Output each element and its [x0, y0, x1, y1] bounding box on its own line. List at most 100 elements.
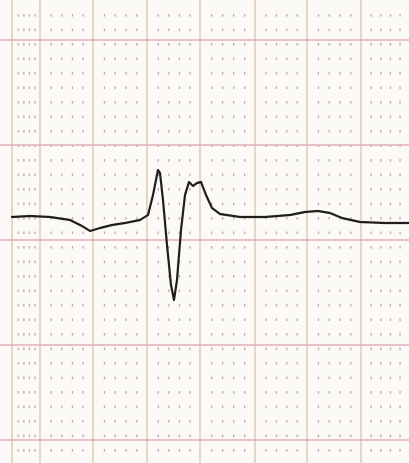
grid-dot [222, 217, 224, 220]
grid-dot [23, 173, 25, 177]
grid-dot [350, 289, 352, 293]
grid-dot [178, 72, 181, 75]
grid-dot [370, 43, 372, 46]
grid-dot [189, 449, 191, 452]
grid-dot [399, 405, 401, 409]
grid-dot [317, 275, 320, 278]
grid-dot [136, 275, 138, 278]
grid-dot [233, 275, 235, 278]
grid-dot [211, 420, 213, 423]
grid-dot [103, 376, 106, 380]
grid-dot [244, 420, 246, 423]
grid-dot [370, 72, 372, 75]
grid-dot [189, 57, 191, 61]
grid-dot [34, 188, 36, 191]
grid-dot [296, 391, 298, 394]
grid-dot [103, 144, 106, 148]
grid-dot [71, 405, 74, 409]
grid-dot [244, 333, 246, 336]
grid-dot [339, 275, 341, 278]
grid-dot [103, 173, 106, 177]
grid-dot [328, 173, 330, 177]
grid-dot [178, 159, 181, 162]
grid-dot [82, 333, 84, 336]
grid-dot [286, 217, 288, 220]
grid-dot [17, 130, 19, 133]
grid-dot [328, 449, 330, 452]
grid-dot [244, 347, 246, 351]
grid-dot [125, 362, 127, 365]
grid-dot [286, 260, 288, 264]
grid-dot [61, 57, 63, 61]
grid-dot [380, 202, 382, 206]
grid-dot [370, 57, 372, 61]
grid-dot [28, 72, 31, 75]
grid-dot [339, 304, 341, 307]
grid-dot [222, 304, 224, 307]
grid-dot [50, 260, 52, 264]
grid-dot [350, 173, 352, 177]
grid-dot [265, 173, 267, 177]
grid-dot [178, 289, 181, 293]
grid-dot [296, 43, 298, 46]
grid-dot [233, 144, 235, 148]
grid-dot [71, 318, 74, 322]
grid-dot [17, 173, 19, 177]
grid-dot [286, 28, 288, 32]
grid-dot [233, 188, 235, 191]
grid-dot [136, 449, 138, 452]
grid-dot [103, 86, 106, 90]
grid-dot [389, 275, 392, 278]
grid-dot [389, 188, 392, 191]
grid-dot [103, 405, 106, 409]
grid-dot [157, 86, 159, 90]
grid-dot [222, 43, 224, 46]
grid-dot [125, 376, 127, 380]
grid-dot [286, 101, 288, 104]
grid-dot [350, 376, 352, 380]
grid-dot [275, 72, 278, 75]
grid-dot [136, 362, 138, 365]
grid-dot [17, 362, 19, 365]
grid-dot [136, 304, 138, 307]
grid-dot [244, 173, 246, 177]
grid-dot [61, 333, 63, 336]
grid-dot [23, 405, 25, 409]
grid-dot [380, 420, 382, 423]
grid-dot [157, 275, 159, 278]
grid-dot [157, 304, 159, 307]
grid-dot [296, 246, 298, 249]
grid-dot [370, 86, 372, 90]
grid-dot [23, 304, 25, 307]
grid-dot [136, 405, 138, 409]
grid-dot [296, 188, 298, 191]
grid-dot [244, 376, 246, 380]
grid-dot [317, 188, 320, 191]
grid-dot [328, 130, 330, 133]
grid-dot [233, 43, 235, 46]
grid-dot [317, 289, 320, 293]
grid-dot [34, 57, 36, 61]
grid-dot [211, 362, 213, 365]
grid-dot [244, 217, 246, 220]
grid-dot [178, 188, 181, 191]
grid-dot [296, 333, 298, 336]
grid-dot [350, 144, 352, 148]
grid-dot [222, 28, 224, 32]
grid-dot [34, 420, 36, 423]
grid-dot [103, 202, 106, 206]
grid-dot [71, 115, 74, 119]
grid-dot [328, 217, 330, 220]
grid-dot [275, 159, 278, 162]
grid-dot [222, 188, 224, 191]
grid-dot [71, 101, 74, 104]
grid-dot [136, 420, 138, 423]
grid-dot [114, 86, 116, 90]
grid-dot [244, 260, 246, 264]
grid-dot [28, 449, 31, 452]
grid-dot [389, 14, 392, 17]
grid-dot [125, 318, 127, 322]
grid-dot [286, 434, 288, 438]
grid-dot [317, 434, 320, 438]
grid-dot [114, 144, 116, 148]
